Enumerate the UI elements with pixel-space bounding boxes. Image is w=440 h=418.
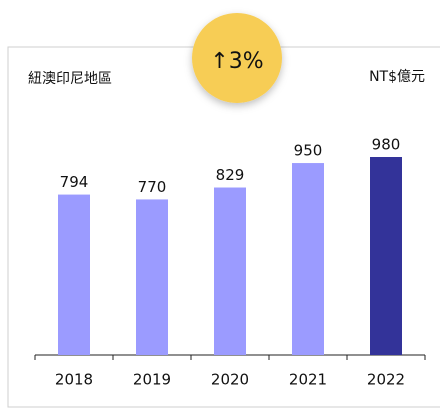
unit-label: NT$億元 (369, 69, 425, 85)
value-label: 950 (294, 142, 323, 160)
value-label: 980 (372, 136, 401, 154)
bar (292, 163, 324, 355)
x-tick-label: 2020 (211, 371, 249, 389)
bar (136, 199, 168, 355)
badge-text: ↑3% (210, 49, 263, 74)
value-label: 794 (60, 173, 89, 191)
x-tick-label: 2018 (55, 371, 93, 389)
value-label: 770 (138, 178, 167, 196)
bar (214, 187, 246, 355)
bar (370, 157, 402, 355)
x-tick-label: 2022 (367, 371, 405, 389)
x-tick-label: 2019 (133, 371, 171, 389)
badge (192, 13, 282, 103)
value-label: 829 (216, 166, 245, 184)
bar (58, 194, 90, 355)
x-tick-label: 2021 (289, 371, 327, 389)
chart-title: 紐澳印尼地區 (28, 71, 112, 87)
